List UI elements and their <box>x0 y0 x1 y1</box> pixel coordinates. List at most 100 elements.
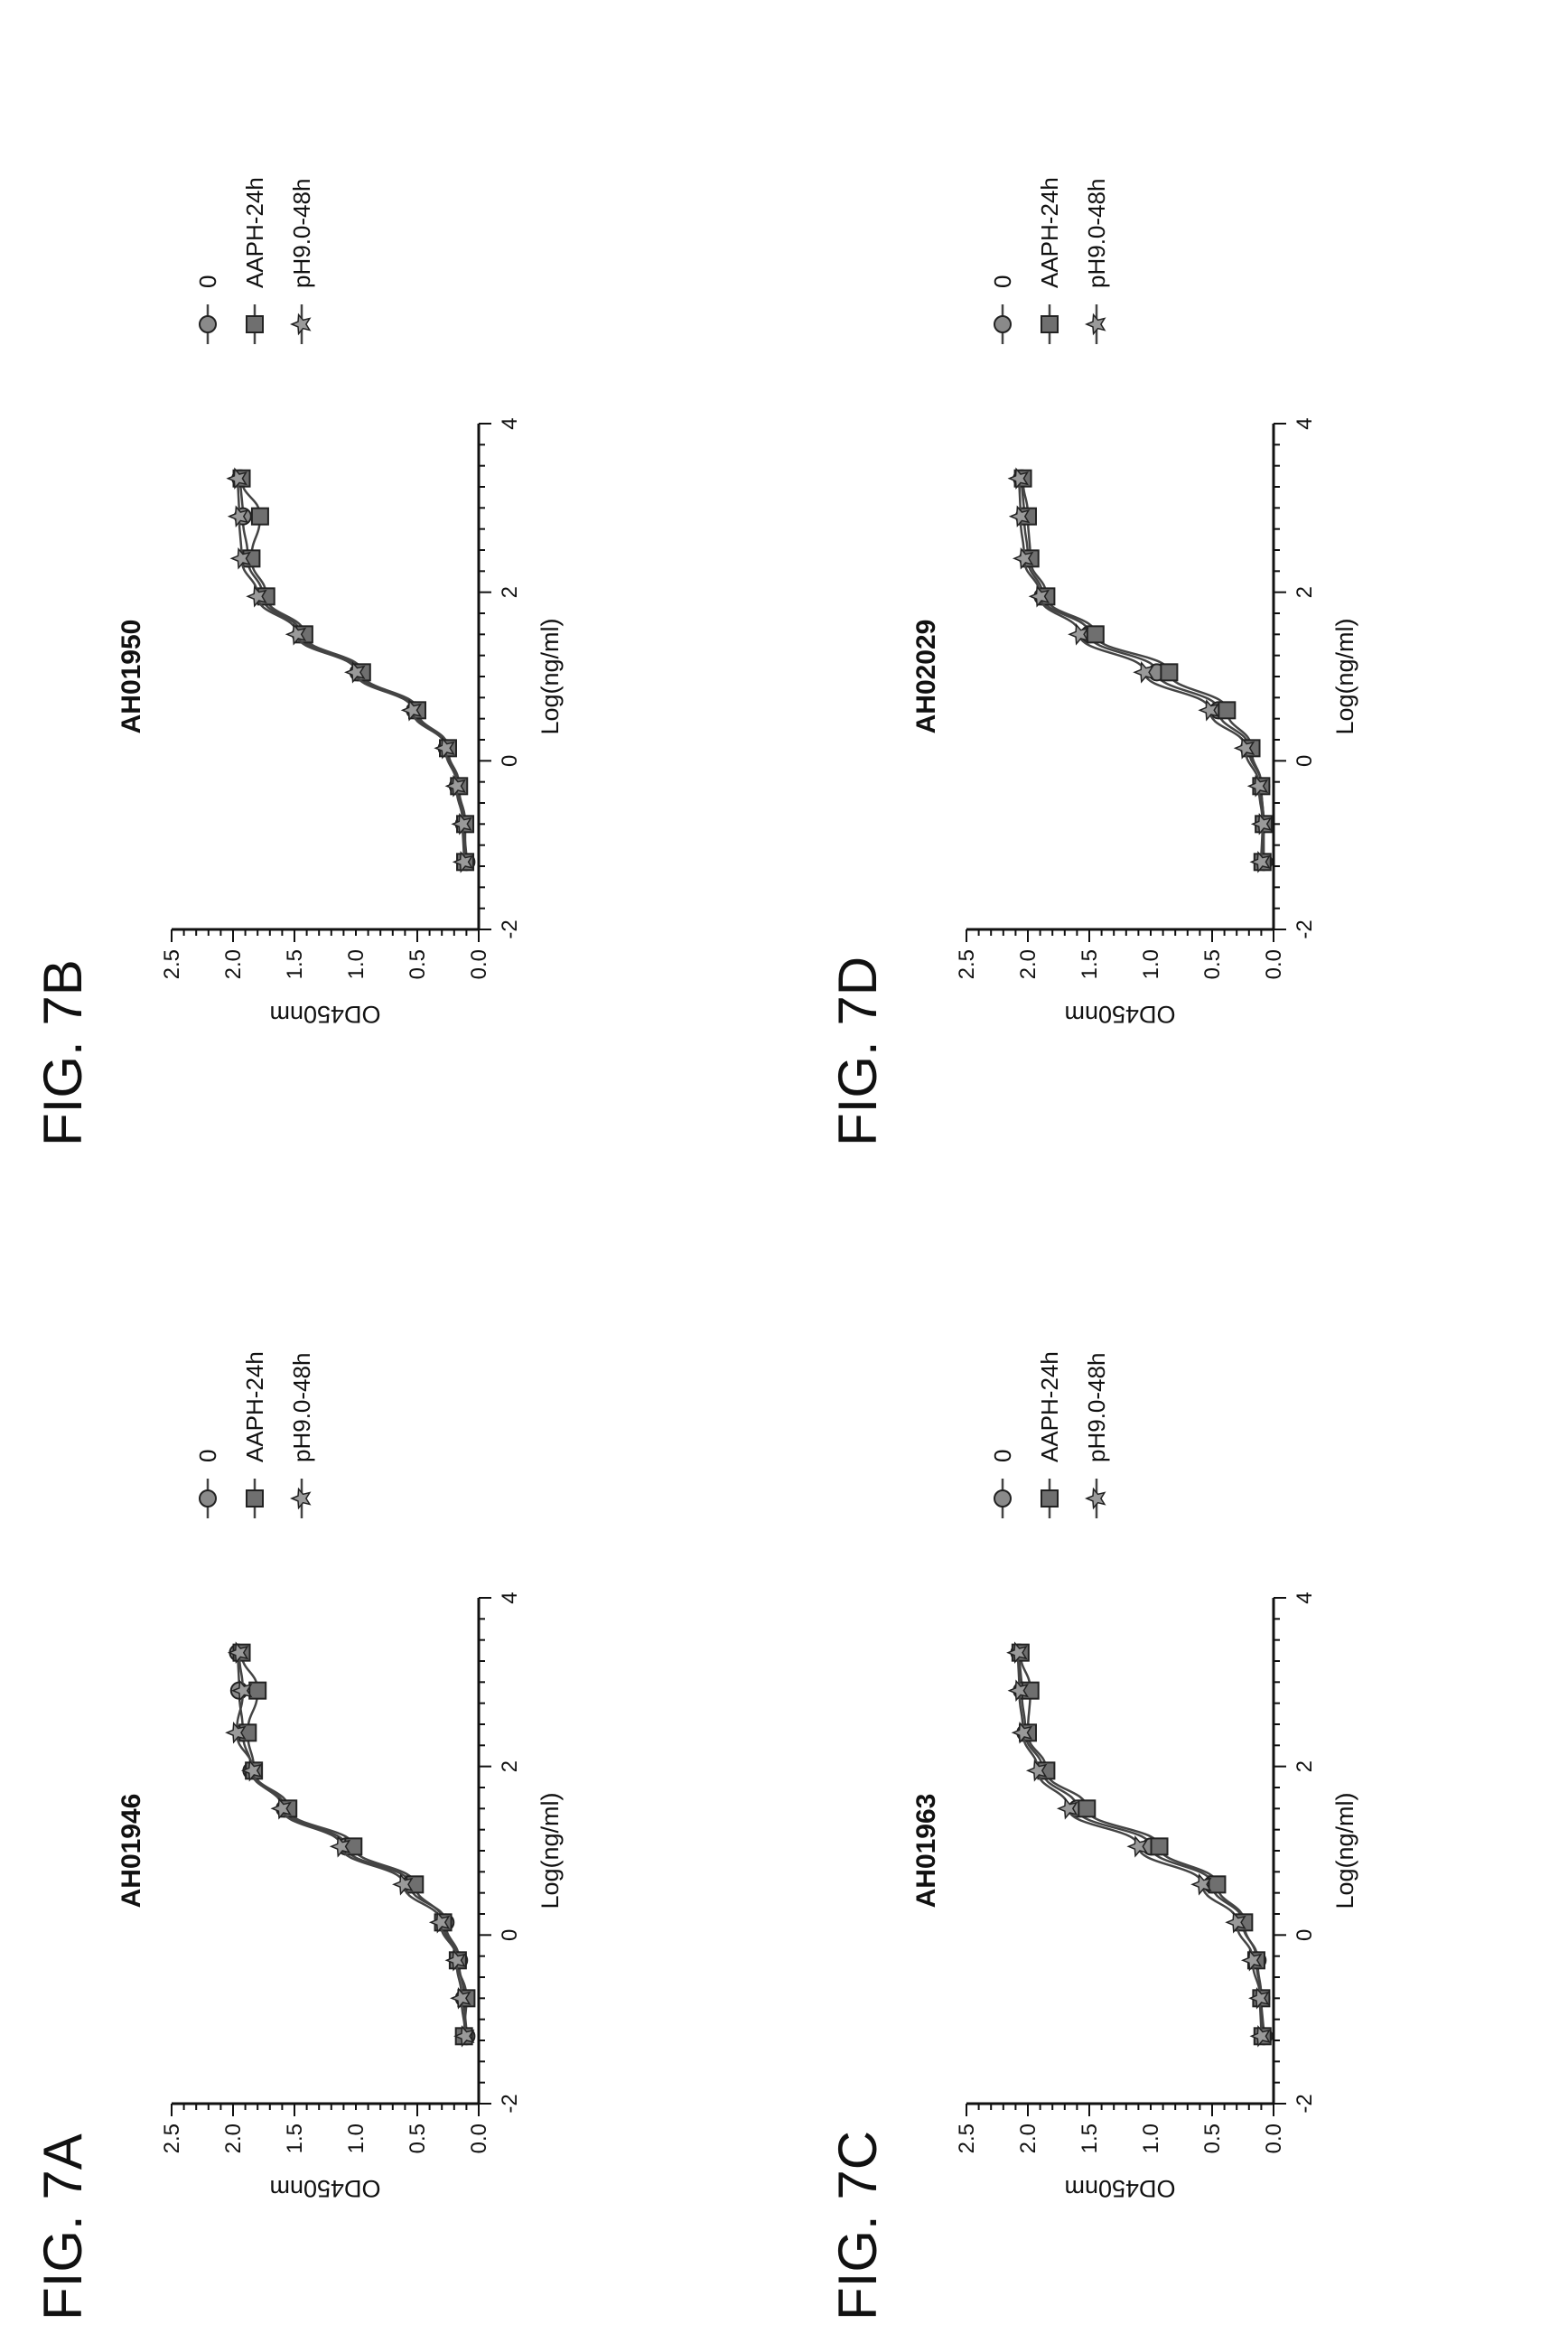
figure-label: FIG. 7B <box>33 959 93 1146</box>
legend-marker <box>199 1489 217 1508</box>
x-tick-label: 2 <box>1293 1760 1317 1772</box>
legend-item: 0 <box>989 275 1016 344</box>
y-axis-title: OD450nm <box>269 1001 380 1028</box>
data-point <box>1006 1641 1028 1664</box>
data-point <box>1086 625 1105 644</box>
data-point <box>1233 737 1255 760</box>
data-point <box>225 1722 247 1744</box>
x-tick-label: 0 <box>498 755 522 767</box>
data-point <box>1246 775 1269 798</box>
data-point <box>400 699 423 722</box>
panel-1: FIG. 7A AH01946 0.0 0.5 1.0 1.5 2.0 2.5 -2 0 2 4 Log… <box>33 1351 564 2320</box>
y-tick-label: 1.0 <box>1139 949 1163 979</box>
data-point <box>285 623 307 646</box>
rotated-canvas: FIG. 7A AH01946 0.0 0.5 1.0 1.5 2.0 2.5 -2 0 2 4 Log… <box>33 177 1358 2320</box>
data-point <box>240 1760 263 1782</box>
y-tick-label: 2.0 <box>1016 2124 1041 2153</box>
x-axis-title: Log(ng/ml) <box>537 1792 564 1909</box>
data-point <box>434 737 455 760</box>
data-point <box>444 1949 466 1972</box>
figure-label: FIG. 7A <box>33 2133 93 2320</box>
x-tick-label: 4 <box>498 1592 522 1603</box>
panel-2: FIG. 7B AH01950 0.0 0.5 1.0 1.5 2.0 2.5 -2 0 2 4 Log… <box>33 177 564 1146</box>
legend-label: AAPH-24h <box>241 1351 268 1462</box>
legend-item: pH9.0-48h <box>288 1353 315 1518</box>
data-point <box>248 1681 267 1700</box>
data-point <box>1126 1835 1148 1858</box>
data-point <box>1056 1797 1078 1820</box>
series-3 <box>226 467 474 873</box>
x-tick-label: 2 <box>498 586 522 598</box>
data-point <box>1249 851 1271 873</box>
y-axis-title: OD450nm <box>1064 2175 1175 2202</box>
y-tick-label: 2.0 <box>221 2124 246 2153</box>
legend-marker <box>994 315 1012 333</box>
legend-marker <box>1085 313 1106 336</box>
data-point <box>229 547 251 570</box>
x-axis-title: Log(ng/ml) <box>537 618 564 734</box>
legend-marker <box>1041 1489 1059 1508</box>
series-3 <box>1006 1641 1271 2048</box>
series-3 <box>225 1641 475 2048</box>
data-point <box>1250 813 1273 835</box>
x-tick-label: 4 <box>498 417 522 429</box>
chart-title: AH01963 <box>911 1794 941 1909</box>
y-tick-label: 0.0 <box>467 949 491 979</box>
y-axis-title: OD450nm <box>1064 1001 1175 1028</box>
legend-label: pH9.0-48h <box>1083 179 1110 288</box>
x-tick-label: -2 <box>1293 919 1317 938</box>
data-point <box>428 1911 451 1934</box>
y-tick-label: 1.5 <box>283 2124 307 2153</box>
legend: 0 AAPH-24h pH9.0-48h <box>194 1351 315 1518</box>
data-point <box>1190 1873 1212 1896</box>
x-tick-label: 0 <box>1293 755 1317 767</box>
legend-item: AAPH-24h <box>241 1351 268 1518</box>
data-point <box>270 1797 292 1820</box>
data-point <box>450 1987 471 2010</box>
y-tick-label: 0.0 <box>1262 949 1286 979</box>
data-point <box>226 467 247 490</box>
panel-4: FIG. 7D AH02029 0.0 0.5 1.0 1.5 2.0 2.5 -2 0 2 4 Log… <box>827 177 1358 1146</box>
y-tick-label: 2.5 <box>160 949 184 979</box>
x-tick-label: 0 <box>1293 1929 1317 1941</box>
chart-title: AH01946 <box>117 1794 146 1909</box>
y-tick-label: 0.5 <box>1200 2124 1225 2153</box>
legend-label: pH9.0-48h <box>288 1353 315 1462</box>
data-point <box>451 813 472 835</box>
data-point <box>246 585 267 608</box>
data-point <box>1150 1837 1169 1856</box>
legend-label: AAPH-24h <box>241 177 268 288</box>
chart-title: AH02029 <box>911 620 941 734</box>
data-point <box>329 1835 351 1858</box>
legend-item: 0 <box>194 275 221 344</box>
x-tick-label: -2 <box>498 2094 522 2113</box>
legend-item: AAPH-24h <box>1036 177 1063 344</box>
panel-3: FIG. 7C AH01963 0.0 0.5 1.0 1.5 2.0 2.5 -2 0 2 4 Log… <box>827 1351 1358 2320</box>
y-tick-label: 2.5 <box>955 949 979 979</box>
series-3 <box>1007 467 1273 873</box>
y-tick-label: 1.5 <box>1078 949 1102 979</box>
data-point <box>1160 663 1179 682</box>
legend-label: 0 <box>989 1450 1016 1462</box>
legend-label: 0 <box>989 275 1016 288</box>
legend-marker <box>246 1489 264 1508</box>
y-axis-title: OD450nm <box>269 2175 380 2202</box>
x-tick-label: 4 <box>1293 417 1317 429</box>
legend-item: AAPH-24h <box>1036 1351 1063 1518</box>
data-point <box>1028 585 1050 608</box>
x-tick-label: 2 <box>498 1760 522 1772</box>
data-point <box>453 2025 475 2048</box>
y-tick-label: 2.0 <box>221 949 246 979</box>
data-point <box>1068 623 1089 646</box>
data-point <box>1208 1875 1227 1894</box>
data-point <box>1011 1722 1033 1744</box>
data-point <box>1078 1799 1097 1818</box>
data-point <box>1007 467 1029 490</box>
data-point <box>1225 1911 1246 1934</box>
legend-item: pH9.0-48h <box>1083 1353 1110 1518</box>
legend-label: AAPH-24h <box>1036 1351 1063 1462</box>
series-2 <box>232 1643 476 2046</box>
data-point <box>1012 547 1034 570</box>
legend-label: AAPH-24h <box>1036 177 1063 288</box>
